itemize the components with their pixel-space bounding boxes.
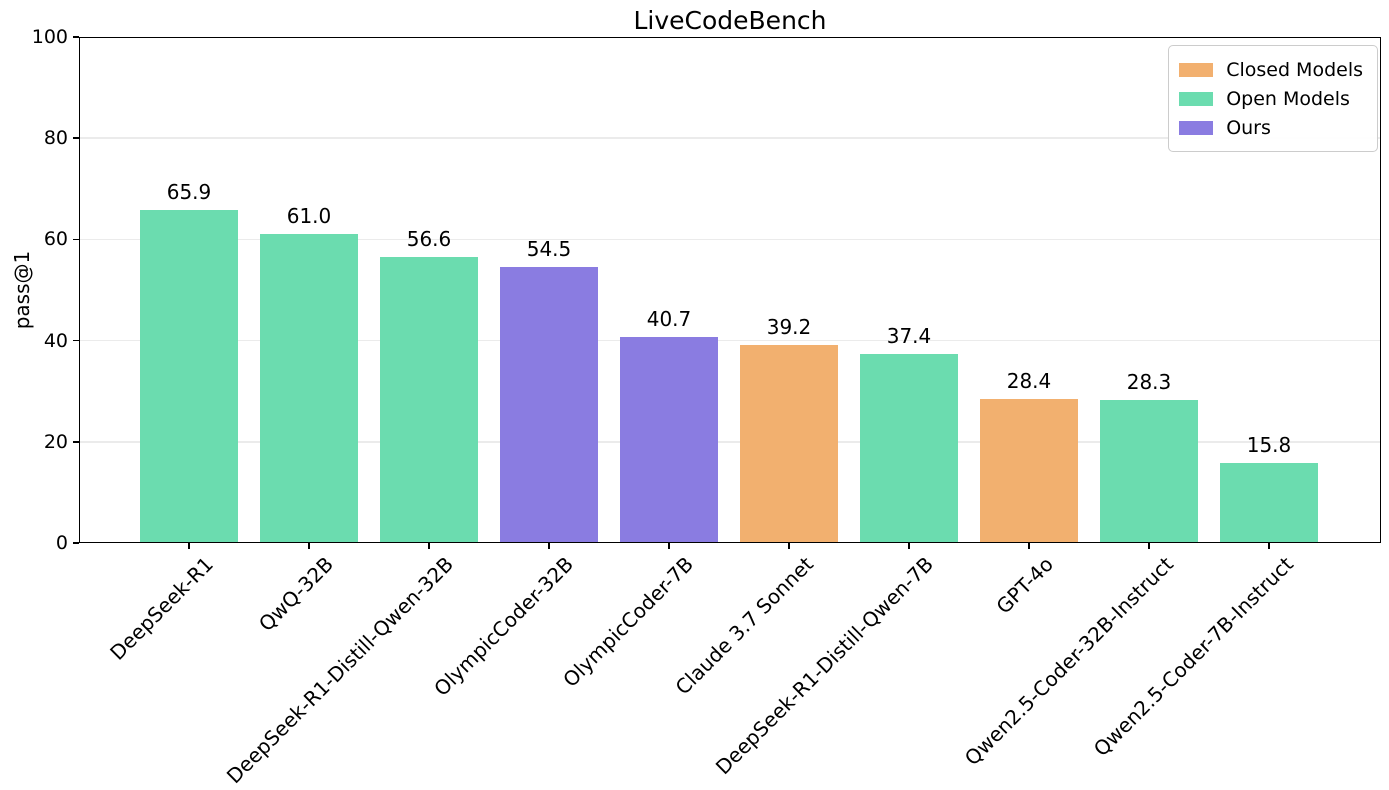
legend-item-open: Open Models xyxy=(1179,84,1363,113)
legend-item-closed: Closed Models xyxy=(1179,55,1363,84)
bar xyxy=(740,344,838,543)
chart-title: LiveCodeBench xyxy=(633,6,827,35)
bar xyxy=(860,353,958,543)
x-axis-tick xyxy=(908,543,910,549)
x-axis-tick xyxy=(548,543,550,549)
bar-value-label: 15.8 xyxy=(1246,433,1292,458)
bar xyxy=(980,399,1078,543)
y-axis-tick xyxy=(73,238,79,241)
y-tick-label: 60 xyxy=(43,228,68,251)
legend-item-ours: Ours xyxy=(1179,113,1363,142)
bar xyxy=(260,234,358,543)
y-axis-tick xyxy=(73,542,79,544)
legend-label-open: Open Models xyxy=(1226,87,1350,110)
bar xyxy=(380,256,478,543)
bar xyxy=(500,267,598,543)
y-axis-tick xyxy=(73,36,79,38)
legend-label-ours: Ours xyxy=(1226,116,1271,139)
y-tick-label: 40 xyxy=(43,329,68,352)
bar-value-label: 61.0 xyxy=(286,204,332,229)
x-axis-tick xyxy=(188,543,190,549)
legend: Closed Models Open Models Ours xyxy=(1168,45,1378,152)
y-tick-label: 0 xyxy=(55,532,68,554)
x-axis-tick xyxy=(1268,543,1270,549)
y-axis-tick xyxy=(73,440,79,443)
bar-value-label: 65.9 xyxy=(166,179,212,204)
y-tick-label: 80 xyxy=(43,127,68,150)
gridline xyxy=(79,137,1381,139)
bar-value-label: 28.3 xyxy=(1126,369,1172,394)
bar-value-label: 37.4 xyxy=(886,323,932,348)
x-tick-label: DeepSeek-R1 xyxy=(105,552,218,665)
x-axis-tick xyxy=(668,543,670,549)
gridline xyxy=(79,339,1381,342)
bar xyxy=(1100,399,1198,543)
bar xyxy=(1220,463,1318,543)
y-tick-label: 20 xyxy=(43,430,68,453)
legend-swatch-closed xyxy=(1179,62,1214,77)
gridline xyxy=(79,238,1381,241)
x-axis-tick xyxy=(1148,543,1150,549)
y-axis-tick xyxy=(73,137,79,140)
y-tick-label: 100 xyxy=(31,26,68,48)
y-axis-tick xyxy=(73,339,79,342)
legend-label-closed: Closed Models xyxy=(1226,58,1363,81)
x-axis-tick xyxy=(788,543,790,549)
x-axis-tick xyxy=(308,543,310,549)
bar-value-label: 56.6 xyxy=(406,226,452,251)
y-axis-label: pass@1 xyxy=(10,250,34,330)
legend-swatch-open xyxy=(1179,91,1214,106)
bar-value-label: 54.5 xyxy=(526,237,572,262)
bar-value-label: 28.4 xyxy=(1006,369,1052,394)
bar xyxy=(620,337,718,543)
bar-value-label: 39.2 xyxy=(766,314,812,339)
x-axis-tick xyxy=(1028,543,1030,549)
bar-value-label: 40.7 xyxy=(646,307,692,332)
x-axis-tick xyxy=(428,543,430,549)
gridline xyxy=(79,441,1381,443)
bar xyxy=(140,209,238,543)
legend-swatch-ours xyxy=(1179,120,1214,135)
